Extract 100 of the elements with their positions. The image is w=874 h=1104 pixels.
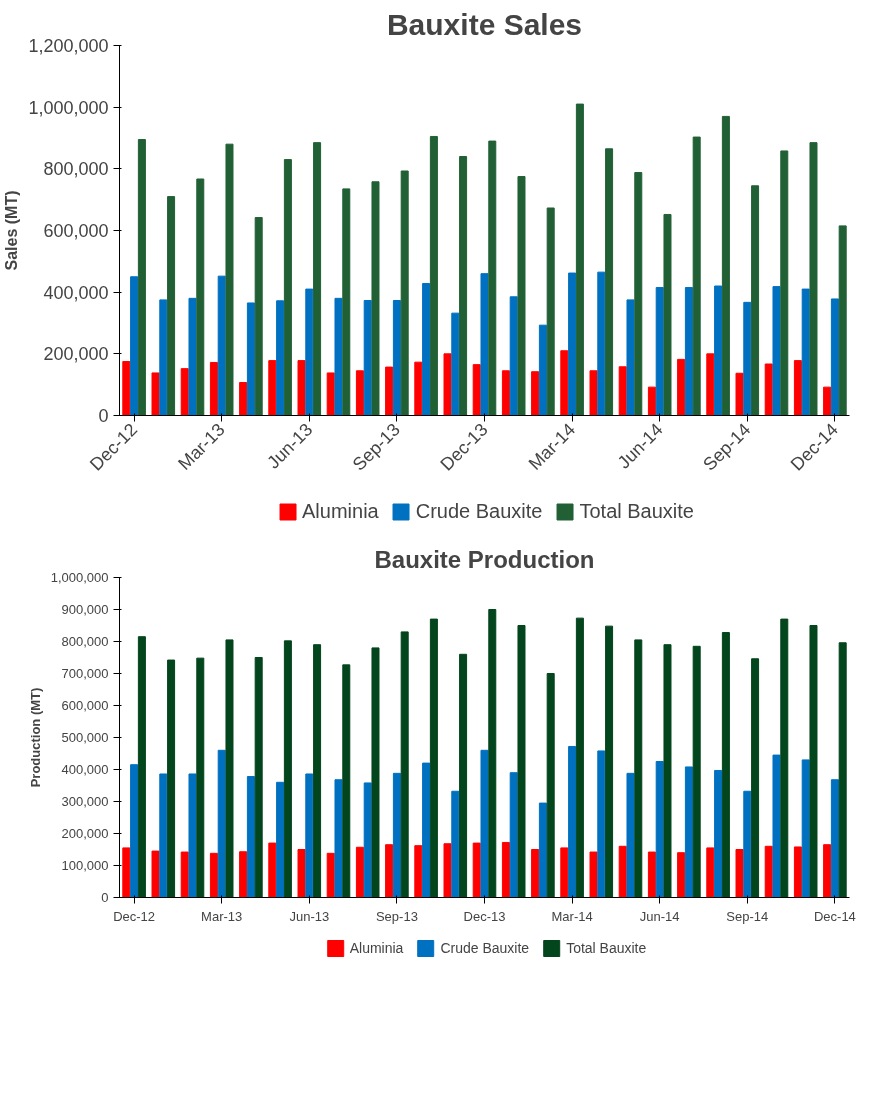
- y-tick-label: 900,000: [61, 602, 109, 617]
- bar: [692, 645, 701, 898]
- bar: [589, 370, 598, 416]
- x-tick-label: Sep-13: [375, 908, 418, 924]
- bar: [334, 297, 343, 416]
- bar: [159, 299, 168, 416]
- bar: [501, 841, 510, 898]
- bar: [546, 207, 555, 416]
- bar: [684, 766, 693, 898]
- bar: [371, 181, 380, 416]
- bar: [684, 287, 693, 416]
- bar: [371, 647, 380, 898]
- bar: [137, 139, 146, 416]
- y-tick-label: 600,000: [61, 698, 109, 713]
- bar: [605, 148, 614, 416]
- x-tick-label: Mar-13: [201, 908, 243, 924]
- legend-label: Aluminia: [349, 940, 404, 956]
- bar: [385, 844, 394, 898]
- bar: [517, 176, 526, 416]
- bar: [355, 846, 364, 898]
- y-tick-label: 100,000: [61, 858, 109, 873]
- bar: [480, 273, 489, 416]
- bar: [451, 312, 460, 416]
- y-tick-label: 0: [101, 890, 109, 905]
- bar: [706, 353, 715, 416]
- bar: [663, 213, 672, 416]
- bar: [305, 773, 314, 898]
- bar: [823, 844, 832, 898]
- bar: [751, 658, 760, 898]
- bar: [254, 217, 263, 416]
- bar: [531, 371, 540, 416]
- x-tick-label: Dec-13: [463, 908, 506, 924]
- bar: [751, 185, 760, 416]
- bar: [239, 851, 248, 898]
- bar: [342, 664, 351, 898]
- bar: [305, 288, 314, 416]
- y-tick-label: 1,000,000: [28, 97, 109, 118]
- bar: [429, 618, 438, 898]
- bar: [459, 156, 468, 416]
- bar: [246, 776, 255, 898]
- legend-label: Total Bauxite: [579, 499, 694, 523]
- bar: [809, 625, 818, 898]
- legend-label: Aluminia: [302, 499, 379, 523]
- x-tick-label: Jun-14: [639, 908, 680, 924]
- y-axis-title: Production (MT): [27, 687, 43, 788]
- bar: [422, 762, 431, 898]
- bar: [517, 625, 526, 898]
- bar: [283, 159, 292, 416]
- y-tick-label: 300,000: [61, 794, 109, 809]
- bar: [838, 225, 847, 416]
- bar: [313, 142, 322, 416]
- bar: [122, 847, 131, 898]
- legend-label: Crude Bauxite: [415, 499, 543, 523]
- bar: [706, 847, 715, 898]
- bar: [692, 136, 701, 416]
- y-tick-label: 400,000: [43, 282, 109, 303]
- bar: [225, 639, 234, 898]
- bar: [605, 625, 614, 898]
- x-tick-label: Mar-14: [551, 908, 593, 924]
- bar: [589, 851, 598, 898]
- chart-title: Bauxite Sales: [386, 7, 583, 41]
- bar: [560, 350, 569, 416]
- bar: [597, 271, 606, 416]
- bar: [196, 178, 205, 416]
- bar: [626, 299, 635, 416]
- bar: [130, 764, 139, 898]
- y-tick-label: 1,200,000: [28, 36, 109, 56]
- y-tick-label: 1,000,000: [50, 570, 109, 585]
- bar: [400, 170, 409, 416]
- bar: [647, 851, 656, 898]
- bar: [414, 845, 423, 898]
- bar: [429, 135, 438, 416]
- bar: [793, 360, 802, 416]
- bar: [276, 781, 285, 898]
- y-tick-label: 400,000: [61, 762, 109, 777]
- bar: [443, 843, 452, 898]
- bar: [772, 286, 781, 416]
- bar: [663, 644, 672, 898]
- bar: [122, 361, 131, 416]
- bar: [355, 370, 364, 416]
- x-tick-label: Dec-14: [813, 908, 856, 924]
- bar: [188, 773, 197, 898]
- y-tick-label: 800,000: [43, 159, 109, 180]
- bar: [268, 842, 277, 898]
- bar: [159, 773, 168, 898]
- bar: [151, 850, 160, 898]
- bar: [276, 300, 285, 416]
- bar: [392, 299, 401, 416]
- bar: [334, 779, 343, 898]
- bar: [677, 358, 686, 416]
- bar: [560, 847, 569, 898]
- bar: [772, 754, 781, 898]
- bar: [597, 750, 606, 898]
- bar: [568, 272, 577, 416]
- bar: [830, 779, 839, 898]
- bar: [743, 790, 752, 898]
- bar: [239, 382, 248, 416]
- bar: [225, 143, 234, 416]
- bar: [385, 366, 394, 416]
- bar: [531, 849, 540, 898]
